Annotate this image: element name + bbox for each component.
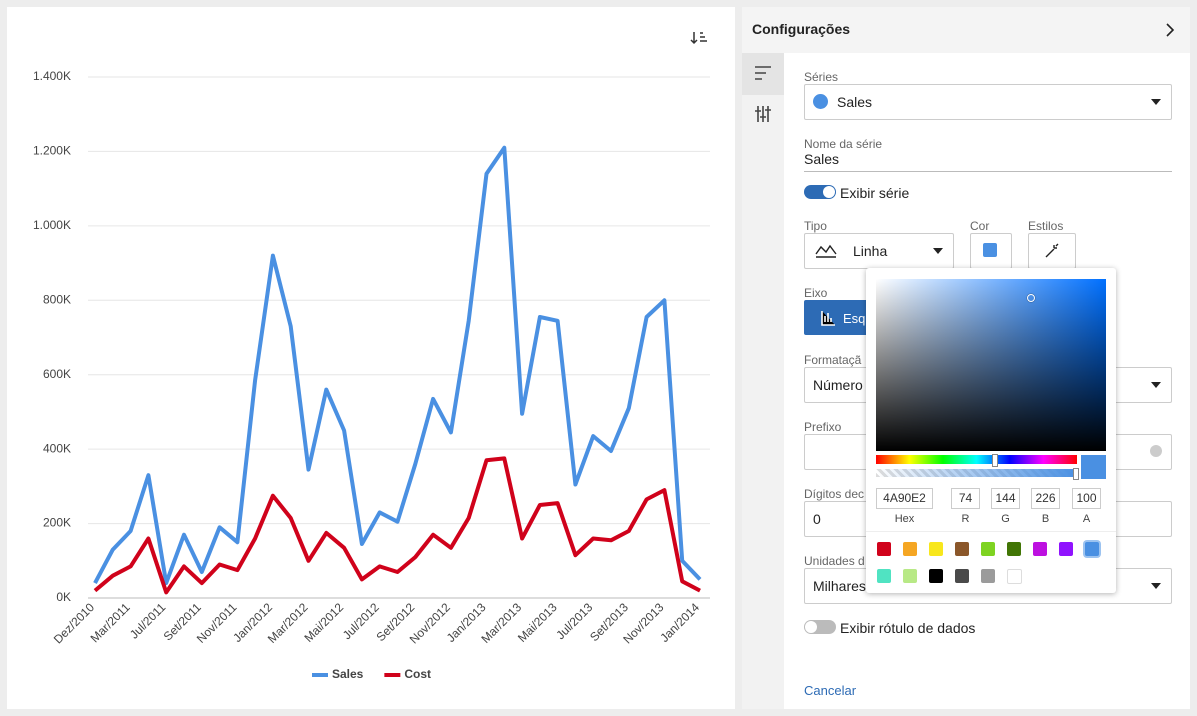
y-tick-label: 200K (43, 516, 71, 530)
clear-icon[interactable] (1150, 445, 1162, 457)
tab-icons (755, 66, 771, 122)
input-value: 0 (813, 511, 821, 527)
input-label: G (1001, 513, 1010, 525)
select-value: Número (813, 377, 863, 393)
color-button[interactable] (970, 233, 1012, 269)
color-input[interactable]: 226 (1031, 488, 1060, 509)
panel-title: Configurações (752, 21, 851, 37)
chart-card (7, 7, 735, 709)
swatch[interactable] (903, 542, 917, 556)
swatch[interactable] (1085, 542, 1099, 556)
caret (1151, 382, 1161, 388)
axis-value: Esq (843, 311, 866, 326)
color-swatch (983, 243, 997, 257)
alpha-slider[interactable] (876, 469, 1077, 477)
color-input[interactable]: 144 (991, 488, 1020, 509)
input-label: R (961, 513, 970, 525)
label: Eixo (804, 286, 828, 300)
picker-handle[interactable] (1027, 294, 1035, 302)
label: Prefixo (804, 420, 842, 434)
divider (866, 531, 1116, 532)
tab-series[interactable] (742, 53, 784, 95)
collapse-icon[interactable] (1164, 22, 1176, 38)
label: Nome da série (804, 137, 883, 151)
line-icon (815, 244, 837, 258)
legend-label: Cost (404, 667, 431, 681)
label: Séries (804, 70, 839, 84)
series-line (93, 456, 701, 595)
input-label: A (1082, 513, 1091, 525)
label: Cor (970, 219, 990, 233)
input-label: B (1041, 513, 1050, 525)
caret (1151, 583, 1161, 589)
hue-slider[interactable] (876, 455, 1077, 464)
swatch[interactable] (877, 569, 891, 583)
hue-handle[interactable] (992, 454, 998, 467)
caret (933, 248, 943, 254)
type-select[interactable] (804, 233, 954, 269)
x-tick-label: Mar/2011 (88, 600, 133, 645)
chart: 0K200K400K600K800K1.000K1.200K1.400KDez/… (33, 32, 710, 681)
axis-icon (821, 311, 835, 326)
label: Formataçã (804, 353, 862, 367)
series-dot (813, 94, 828, 109)
swatch[interactable] (929, 542, 943, 556)
y-tick-label: 1.200K (33, 144, 71, 158)
swatch[interactable] (1033, 542, 1047, 556)
y-tick-label: 400K (43, 441, 71, 455)
select-value: Linha (853, 243, 888, 259)
select-value: Milhares (813, 578, 866, 594)
panel-header (742, 7, 1190, 53)
x-tick-label: Mai/2012 (301, 600, 346, 645)
toggle-label: Exibir série (840, 185, 910, 201)
x-tick-label: Mai/2013 (515, 600, 560, 645)
swatch[interactable] (955, 542, 969, 556)
side-tabs (742, 53, 784, 709)
styles-button[interactable] (1028, 233, 1076, 269)
series-select[interactable] (804, 84, 1172, 120)
swatch[interactable] (903, 569, 917, 583)
toggle-knob (823, 186, 835, 198)
axis-button[interactable] (804, 300, 874, 335)
label: Dígitos dec (804, 487, 865, 501)
color-input[interactable]: 74 (951, 488, 980, 509)
color-input[interactable]: 4A90E2 (876, 488, 933, 509)
alpha-handle[interactable] (1073, 468, 1079, 480)
label: Estilos (1028, 219, 1064, 233)
toggle-knob (805, 621, 817, 633)
y-tick-label: 0K (56, 590, 71, 604)
select-value: Sales (837, 94, 873, 110)
series-line (93, 145, 702, 586)
caret (1151, 99, 1161, 105)
cancel-link[interactable]: Cancelar (804, 683, 857, 698)
swatch[interactable] (877, 542, 891, 556)
current-color (1081, 455, 1106, 479)
swatch[interactable] (1007, 569, 1022, 584)
swatch[interactable] (929, 569, 943, 583)
y-tick-label: 1.000K (33, 218, 71, 232)
y-tick-label: 600K (43, 367, 71, 381)
toggle-label: Exibir rótulo de dados (840, 620, 976, 636)
sort-icon[interactable] (690, 32, 707, 45)
wand-icon (1045, 243, 1059, 258)
saturation-area[interactable] (876, 279, 1106, 451)
swatch[interactable] (981, 569, 995, 583)
underline (804, 171, 1172, 172)
input-label: Hex (894, 513, 915, 525)
color-input[interactable]: 100 (1072, 488, 1101, 509)
y-tick-label: 1.400K (33, 69, 71, 83)
name-input[interactable]: Sales (804, 151, 840, 167)
y-tick-label: 800K (43, 292, 71, 306)
legend-label: Sales (332, 667, 364, 681)
swatch[interactable] (955, 569, 969, 583)
swatch[interactable] (1007, 542, 1021, 556)
x-tick-label: Jan/2014 (657, 600, 702, 645)
label: Tipo (804, 219, 827, 233)
swatch[interactable] (981, 542, 995, 556)
swatch[interactable] (1059, 542, 1073, 556)
label: Unidades d (804, 554, 865, 568)
